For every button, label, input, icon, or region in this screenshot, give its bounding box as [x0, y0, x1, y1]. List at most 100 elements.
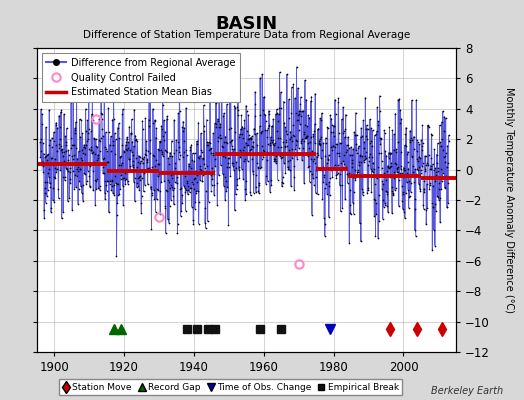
- Point: [71, 126, 79, 133]
- Point: [295, 108, 303, 114]
- Point: [339, 104, 347, 110]
- Point: [401, 215, 409, 221]
- Point: [80, 142, 89, 148]
- Point: [374, 163, 382, 170]
- Point: [78, 157, 86, 164]
- Point: [263, 148, 271, 155]
- Point: [188, 179, 196, 186]
- Point: [408, 153, 416, 160]
- Point: [209, 168, 217, 174]
- Point: [225, 154, 233, 161]
- Point: [253, 130, 261, 136]
- Point: [189, 217, 198, 224]
- Point: [171, 169, 180, 175]
- Point: [172, 180, 181, 186]
- Point: [333, 141, 342, 148]
- Point: [108, 138, 117, 144]
- Point: [137, 193, 146, 199]
- Point: [405, 178, 413, 184]
- Point: [365, 150, 374, 157]
- Point: [414, 167, 422, 173]
- Point: [167, 172, 176, 179]
- Point: [83, 117, 92, 124]
- Point: [256, 164, 264, 171]
- Point: [433, 140, 442, 146]
- Point: [360, 144, 368, 151]
- Point: [401, 167, 409, 173]
- Point: [209, 150, 217, 156]
- Point: [84, 130, 92, 136]
- Point: [314, 125, 323, 132]
- Point: [444, 132, 453, 139]
- Point: [373, 128, 381, 134]
- Point: [267, 134, 275, 140]
- Point: [401, 190, 410, 197]
- Point: [319, 178, 327, 185]
- Point: [345, 151, 354, 158]
- Point: [431, 165, 440, 171]
- Point: [412, 171, 420, 178]
- Point: [299, 108, 308, 114]
- Point: [364, 162, 373, 168]
- Point: [44, 151, 52, 158]
- Point: [201, 204, 210, 211]
- Point: [38, 121, 47, 128]
- Point: [314, 140, 323, 147]
- Point: [75, 116, 84, 122]
- Point: [429, 161, 437, 167]
- Point: [433, 192, 441, 199]
- Point: [406, 127, 414, 134]
- Point: [126, 163, 134, 169]
- Point: [423, 204, 431, 211]
- Point: [345, 144, 353, 151]
- Point: [411, 196, 420, 202]
- Point: [174, 144, 183, 150]
- Point: [42, 124, 50, 130]
- Point: [144, 148, 152, 154]
- Point: [167, 138, 176, 144]
- Point: [187, 165, 195, 171]
- Point: [37, 148, 46, 155]
- Point: [414, 158, 422, 164]
- Point: [129, 162, 137, 168]
- Point: [41, 154, 49, 160]
- Point: [386, 151, 394, 158]
- Point: [417, 166, 425, 173]
- Point: [410, 133, 418, 140]
- Point: [309, 175, 317, 182]
- Point: [219, 112, 227, 119]
- Point: [43, 186, 52, 193]
- Point: [308, 171, 316, 178]
- Point: [424, 124, 433, 130]
- Point: [393, 165, 401, 171]
- Point: [358, 186, 366, 192]
- Point: [377, 150, 386, 156]
- Point: [336, 159, 345, 166]
- Point: [206, 94, 214, 101]
- Point: [159, 136, 168, 143]
- Point: [156, 138, 164, 145]
- Point: [283, 164, 292, 170]
- Point: [75, 166, 84, 172]
- Point: [366, 116, 374, 122]
- Point: [168, 174, 177, 181]
- Point: [350, 188, 358, 195]
- Point: [85, 145, 93, 152]
- Point: [408, 137, 417, 143]
- Point: [56, 167, 64, 174]
- Point: [398, 191, 407, 198]
- Point: [143, 156, 151, 162]
- Point: [282, 128, 290, 134]
- Point: [297, 112, 305, 119]
- Point: [91, 151, 99, 158]
- Point: [369, 160, 377, 166]
- Point: [292, 64, 301, 70]
- Point: [370, 132, 379, 139]
- Point: [399, 164, 408, 171]
- Point: [82, 180, 91, 187]
- Point: [76, 166, 84, 172]
- Point: [50, 129, 58, 136]
- Point: [271, 111, 280, 117]
- Point: [406, 137, 414, 144]
- Point: [225, 126, 233, 133]
